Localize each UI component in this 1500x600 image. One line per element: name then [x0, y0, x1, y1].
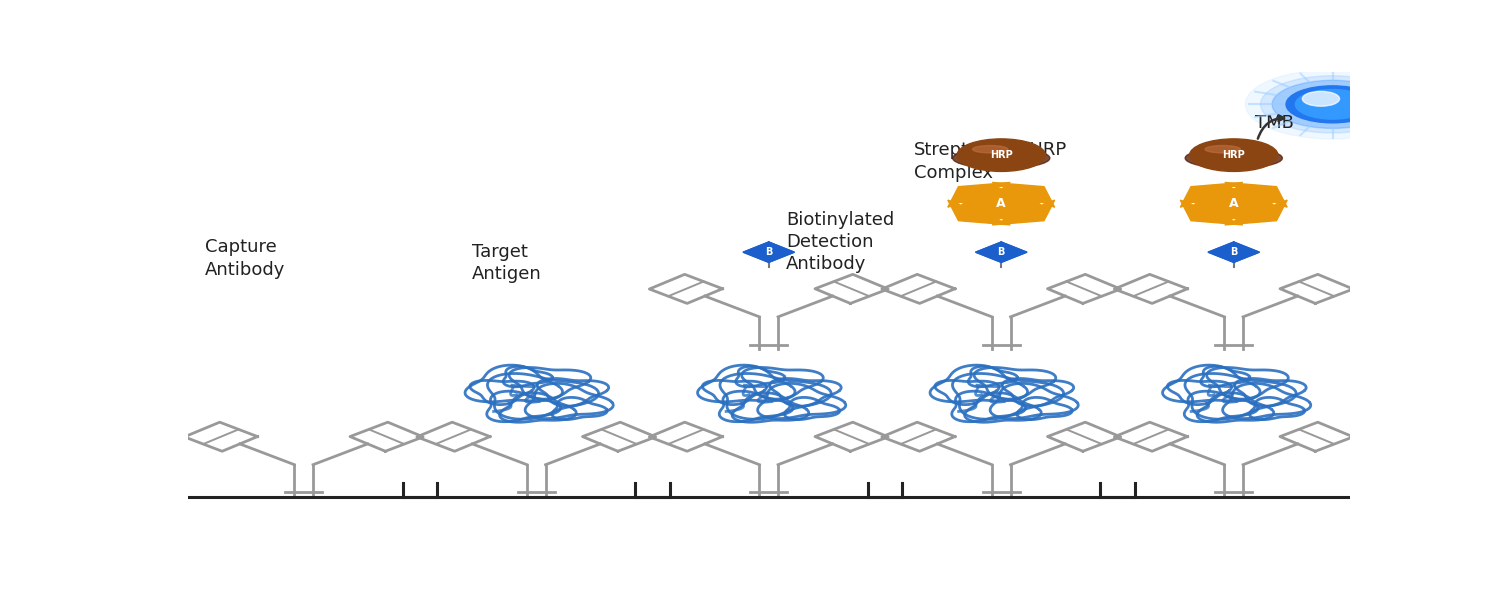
Text: Target
Antigen: Target Antigen	[472, 243, 542, 283]
Text: Streptavidin-HRP
Complex: Streptavidin-HRP Complex	[914, 141, 1068, 181]
Circle shape	[1296, 89, 1370, 119]
Text: A: A	[1228, 197, 1239, 210]
Ellipse shape	[1190, 139, 1278, 172]
Text: A: A	[996, 197, 1006, 210]
Text: B: B	[765, 247, 772, 257]
Polygon shape	[1180, 182, 1274, 220]
Ellipse shape	[972, 146, 1008, 153]
Text: TMB: TMB	[1254, 113, 1293, 131]
Polygon shape	[948, 182, 1041, 220]
Ellipse shape	[952, 148, 1050, 169]
Polygon shape	[742, 242, 795, 262]
Polygon shape	[1208, 242, 1260, 262]
Text: B: B	[998, 247, 1005, 257]
Circle shape	[1272, 80, 1394, 128]
Circle shape	[1302, 91, 1340, 106]
Polygon shape	[948, 188, 1041, 225]
Polygon shape	[962, 188, 1054, 225]
Ellipse shape	[1185, 148, 1282, 169]
Polygon shape	[1180, 188, 1274, 225]
Text: Biotinylated
Detection
Antibody: Biotinylated Detection Antibody	[786, 211, 894, 273]
Polygon shape	[962, 182, 1054, 220]
Text: B: B	[1230, 247, 1238, 257]
Text: HRP: HRP	[990, 150, 1012, 160]
Circle shape	[1260, 76, 1404, 133]
Text: HRP: HRP	[1222, 150, 1245, 160]
Polygon shape	[1194, 188, 1287, 225]
Polygon shape	[975, 242, 1028, 262]
Circle shape	[1286, 86, 1378, 123]
Text: Capture
Antibody: Capture Antibody	[206, 238, 285, 278]
Circle shape	[1245, 70, 1419, 139]
Ellipse shape	[1204, 146, 1240, 153]
Ellipse shape	[957, 139, 1046, 172]
Polygon shape	[1194, 182, 1287, 220]
